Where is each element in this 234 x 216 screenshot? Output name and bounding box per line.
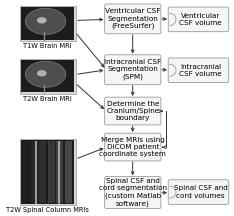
Text: T2W Brain MRI: T2W Brain MRI: [23, 96, 72, 102]
Text: Determine the
Cranium/Spine
boundary: Determine the Cranium/Spine boundary: [106, 101, 159, 121]
Text: Spinal CSF and
cord segmentation
(custom Matlab
software): Spinal CSF and cord segmentation (custom…: [99, 178, 167, 207]
FancyBboxPatch shape: [21, 7, 74, 40]
Text: Spinal CSF and
cord volumes: Spinal CSF and cord volumes: [174, 186, 228, 199]
FancyBboxPatch shape: [105, 4, 161, 34]
FancyBboxPatch shape: [39, 141, 47, 203]
Text: T2W Spinal Column MRIs: T2W Spinal Column MRIs: [6, 207, 89, 213]
Ellipse shape: [37, 70, 47, 76]
FancyBboxPatch shape: [168, 58, 229, 83]
FancyBboxPatch shape: [56, 141, 63, 203]
FancyBboxPatch shape: [20, 6, 76, 41]
Ellipse shape: [30, 66, 57, 83]
Ellipse shape: [25, 61, 66, 87]
FancyBboxPatch shape: [105, 97, 161, 125]
FancyBboxPatch shape: [105, 133, 161, 161]
Text: Ventricular
CSF volume: Ventricular CSF volume: [179, 13, 222, 26]
Text: Intracranial
CSF volume: Intracranial CSF volume: [179, 64, 222, 77]
FancyBboxPatch shape: [31, 141, 38, 203]
FancyBboxPatch shape: [21, 60, 74, 92]
FancyBboxPatch shape: [65, 141, 72, 203]
Text: Intracranial CSF
Segmentation
(SPM): Intracranial CSF Segmentation (SPM): [104, 59, 161, 80]
FancyBboxPatch shape: [22, 141, 30, 203]
Ellipse shape: [30, 13, 57, 30]
Ellipse shape: [25, 8, 66, 35]
FancyBboxPatch shape: [48, 141, 55, 203]
FancyBboxPatch shape: [20, 139, 76, 205]
Text: Ventricular CSF
Segmentation
(FreeSurfer): Ventricular CSF Segmentation (FreeSurfer…: [105, 8, 161, 29]
FancyBboxPatch shape: [168, 7, 229, 32]
FancyBboxPatch shape: [105, 55, 161, 85]
FancyBboxPatch shape: [20, 59, 76, 94]
FancyBboxPatch shape: [168, 180, 229, 204]
Text: Merge MRIs using
DiCOM patient
coordinate system: Merge MRIs using DiCOM patient coordinat…: [99, 137, 166, 157]
FancyBboxPatch shape: [105, 177, 161, 209]
FancyBboxPatch shape: [21, 140, 74, 204]
Ellipse shape: [37, 17, 47, 24]
Text: T1W Brain MRI: T1W Brain MRI: [23, 43, 72, 49]
